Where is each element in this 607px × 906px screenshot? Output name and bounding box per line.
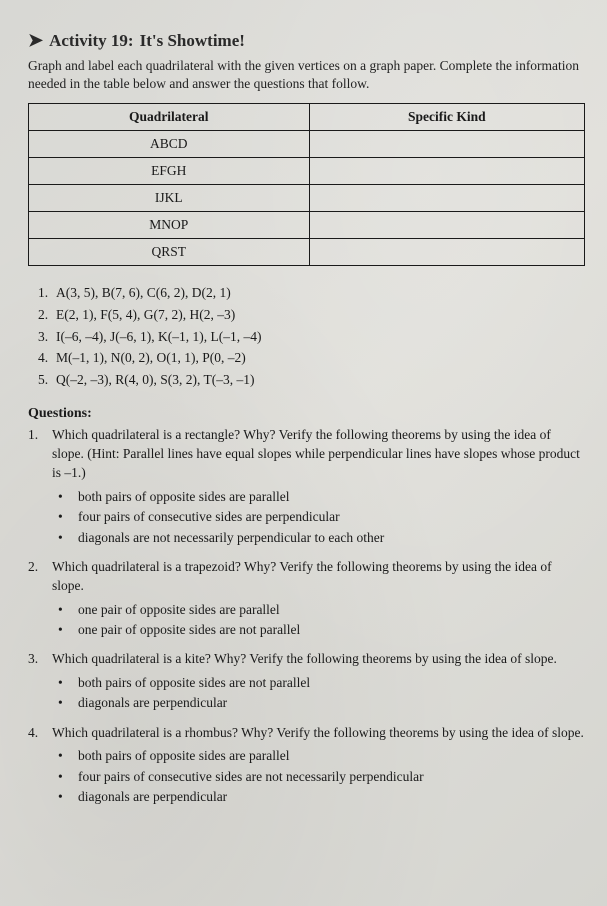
question-number: 1.: [28, 426, 44, 483]
cell-quad: ABCD: [29, 131, 310, 158]
arrow-icon: ➤: [28, 30, 43, 51]
item-text: Q(–2, –3), R(4, 0), S(3, 2), T(–3, –1): [56, 372, 254, 387]
activity-title-row: ➤ Activity 19: It's Showtime!: [28, 30, 585, 51]
bullet-icon: •: [58, 787, 66, 807]
bullet-item: • one pair of opposite sides are parallel: [58, 600, 585, 620]
item-number: 4.: [38, 347, 56, 369]
table-row: EFGH: [29, 158, 585, 185]
item-text: E(2, 1), F(5, 4), G(7, 2), H(2, –3): [56, 307, 235, 322]
question-number: 2.: [28, 558, 44, 596]
question-block: 1. Which quadrilateral is a rectangle? W…: [28, 426, 585, 483]
bullet-item: • diagonals are not necessarily perpendic…: [58, 528, 585, 548]
question-number: 4.: [28, 724, 44, 743]
quadrilateral-table: Quadrilateral Specific Kind ABCD EFGH IJ…: [28, 103, 585, 266]
questions-heading: Questions:: [28, 406, 585, 422]
bullet-list: • both pairs of opposite sides are parall…: [28, 487, 585, 548]
cell-kind[interactable]: [309, 212, 584, 239]
cell-kind[interactable]: [309, 239, 584, 266]
bullet-text: diagonals are perpendicular: [78, 693, 227, 713]
bullet-text: four pairs of consecutive sides are not …: [78, 767, 424, 787]
question-text: Which quadrilateral is a trapezoid? Why?…: [52, 558, 585, 596]
bullet-text: both pairs of opposite sides are paralle…: [78, 487, 289, 507]
question-block: 2. Which quadrilateral is a trapezoid? W…: [28, 558, 585, 596]
bullet-text: diagonals are not necessarily perpendicu…: [78, 528, 384, 548]
bullet-list: • both pairs of opposite sides are parall…: [28, 746, 585, 807]
question-text: Which quadrilateral is a kite? Why? Veri…: [52, 650, 585, 669]
bullet-text: both pairs of opposite sides are paralle…: [78, 746, 289, 766]
question-block: 4. Which quadrilateral is a rhombus? Why…: [28, 724, 585, 743]
bullet-icon: •: [58, 693, 66, 713]
item-number: 3.: [38, 326, 56, 348]
activity-number: Activity 19:: [49, 31, 134, 51]
bullet-text: four pairs of consecutive sides are perp…: [78, 507, 340, 527]
bullet-item: • four pairs of consecutive sides are not…: [58, 767, 585, 787]
bullet-item: • one pair of opposite sides are not para…: [58, 620, 585, 640]
bullet-list: • both pairs of opposite sides are not pa…: [28, 673, 585, 714]
activity-subtitle: It's Showtime!: [140, 31, 245, 51]
vertices-list: 1.A(3, 5), B(7, 6), C(6, 2), D(2, 1) 2.E…: [28, 282, 585, 390]
item-number: 5.: [38, 369, 56, 391]
bullet-item: • diagonals are perpendicular: [58, 787, 585, 807]
bullet-list: • one pair of opposite sides are parallel…: [28, 600, 585, 641]
item-number: 2.: [38, 304, 56, 326]
cell-quad: IJKL: [29, 185, 310, 212]
list-item: 1.A(3, 5), B(7, 6), C(6, 2), D(2, 1): [38, 282, 585, 304]
bullet-item: • both pairs of opposite sides are not pa…: [58, 673, 585, 693]
cell-kind[interactable]: [309, 131, 584, 158]
list-item: 3.I(–6, –4), J(–6, 1), K(–1, 1), L(–1, –…: [38, 326, 585, 348]
bullet-item: • diagonals are perpendicular: [58, 693, 585, 713]
cell-kind[interactable]: [309, 185, 584, 212]
bullet-icon: •: [58, 487, 66, 507]
question-text: Which quadrilateral is a rectangle? Why?…: [52, 426, 585, 483]
bullet-item: • four pairs of consecutive sides are per…: [58, 507, 585, 527]
table-row: IJKL: [29, 185, 585, 212]
header-quadrilateral: Quadrilateral: [29, 104, 310, 131]
header-specific-kind: Specific Kind: [309, 104, 584, 131]
bullet-icon: •: [58, 620, 66, 640]
bullet-icon: •: [58, 673, 66, 693]
intro-paragraph: Graph and label each quadrilateral with …: [28, 57, 585, 93]
bullet-icon: •: [58, 746, 66, 766]
bullet-icon: •: [58, 507, 66, 527]
question-text: Which quadrilateral is a rhombus? Why? V…: [52, 724, 585, 743]
bullet-text: diagonals are perpendicular: [78, 787, 227, 807]
bullet-icon: •: [58, 767, 66, 787]
bullet-item: • both pairs of opposite sides are parall…: [58, 487, 585, 507]
bullet-text: both pairs of opposite sides are not par…: [78, 673, 310, 693]
bullet-text: one pair of opposite sides are not paral…: [78, 620, 300, 640]
table-row: QRST: [29, 239, 585, 266]
list-item: 5.Q(–2, –3), R(4, 0), S(3, 2), T(–3, –1): [38, 369, 585, 391]
table-row: MNOP: [29, 212, 585, 239]
cell-quad: QRST: [29, 239, 310, 266]
cell-kind[interactable]: [309, 158, 584, 185]
item-text: I(–6, –4), J(–6, 1), K(–1, 1), L(–1, –4): [56, 329, 261, 344]
item-number: 1.: [38, 282, 56, 304]
item-text: A(3, 5), B(7, 6), C(6, 2), D(2, 1): [56, 285, 231, 300]
bullet-icon: •: [58, 528, 66, 548]
cell-quad: MNOP: [29, 212, 310, 239]
bullet-icon: •: [58, 600, 66, 620]
table-row: ABCD: [29, 131, 585, 158]
question-block: 3. Which quadrilateral is a kite? Why? V…: [28, 650, 585, 669]
list-item: 4.M(–1, 1), N(0, 2), O(1, 1), P(0, –2): [38, 347, 585, 369]
page-content: ➤ Activity 19: It's Showtime! Graph and …: [28, 30, 585, 807]
bullet-item: • both pairs of opposite sides are parall…: [58, 746, 585, 766]
table-header-row: Quadrilateral Specific Kind: [29, 104, 585, 131]
list-item: 2.E(2, 1), F(5, 4), G(7, 2), H(2, –3): [38, 304, 585, 326]
question-number: 3.: [28, 650, 44, 669]
cell-quad: EFGH: [29, 158, 310, 185]
bullet-text: one pair of opposite sides are parallel: [78, 600, 280, 620]
item-text: M(–1, 1), N(0, 2), O(1, 1), P(0, –2): [56, 350, 246, 365]
